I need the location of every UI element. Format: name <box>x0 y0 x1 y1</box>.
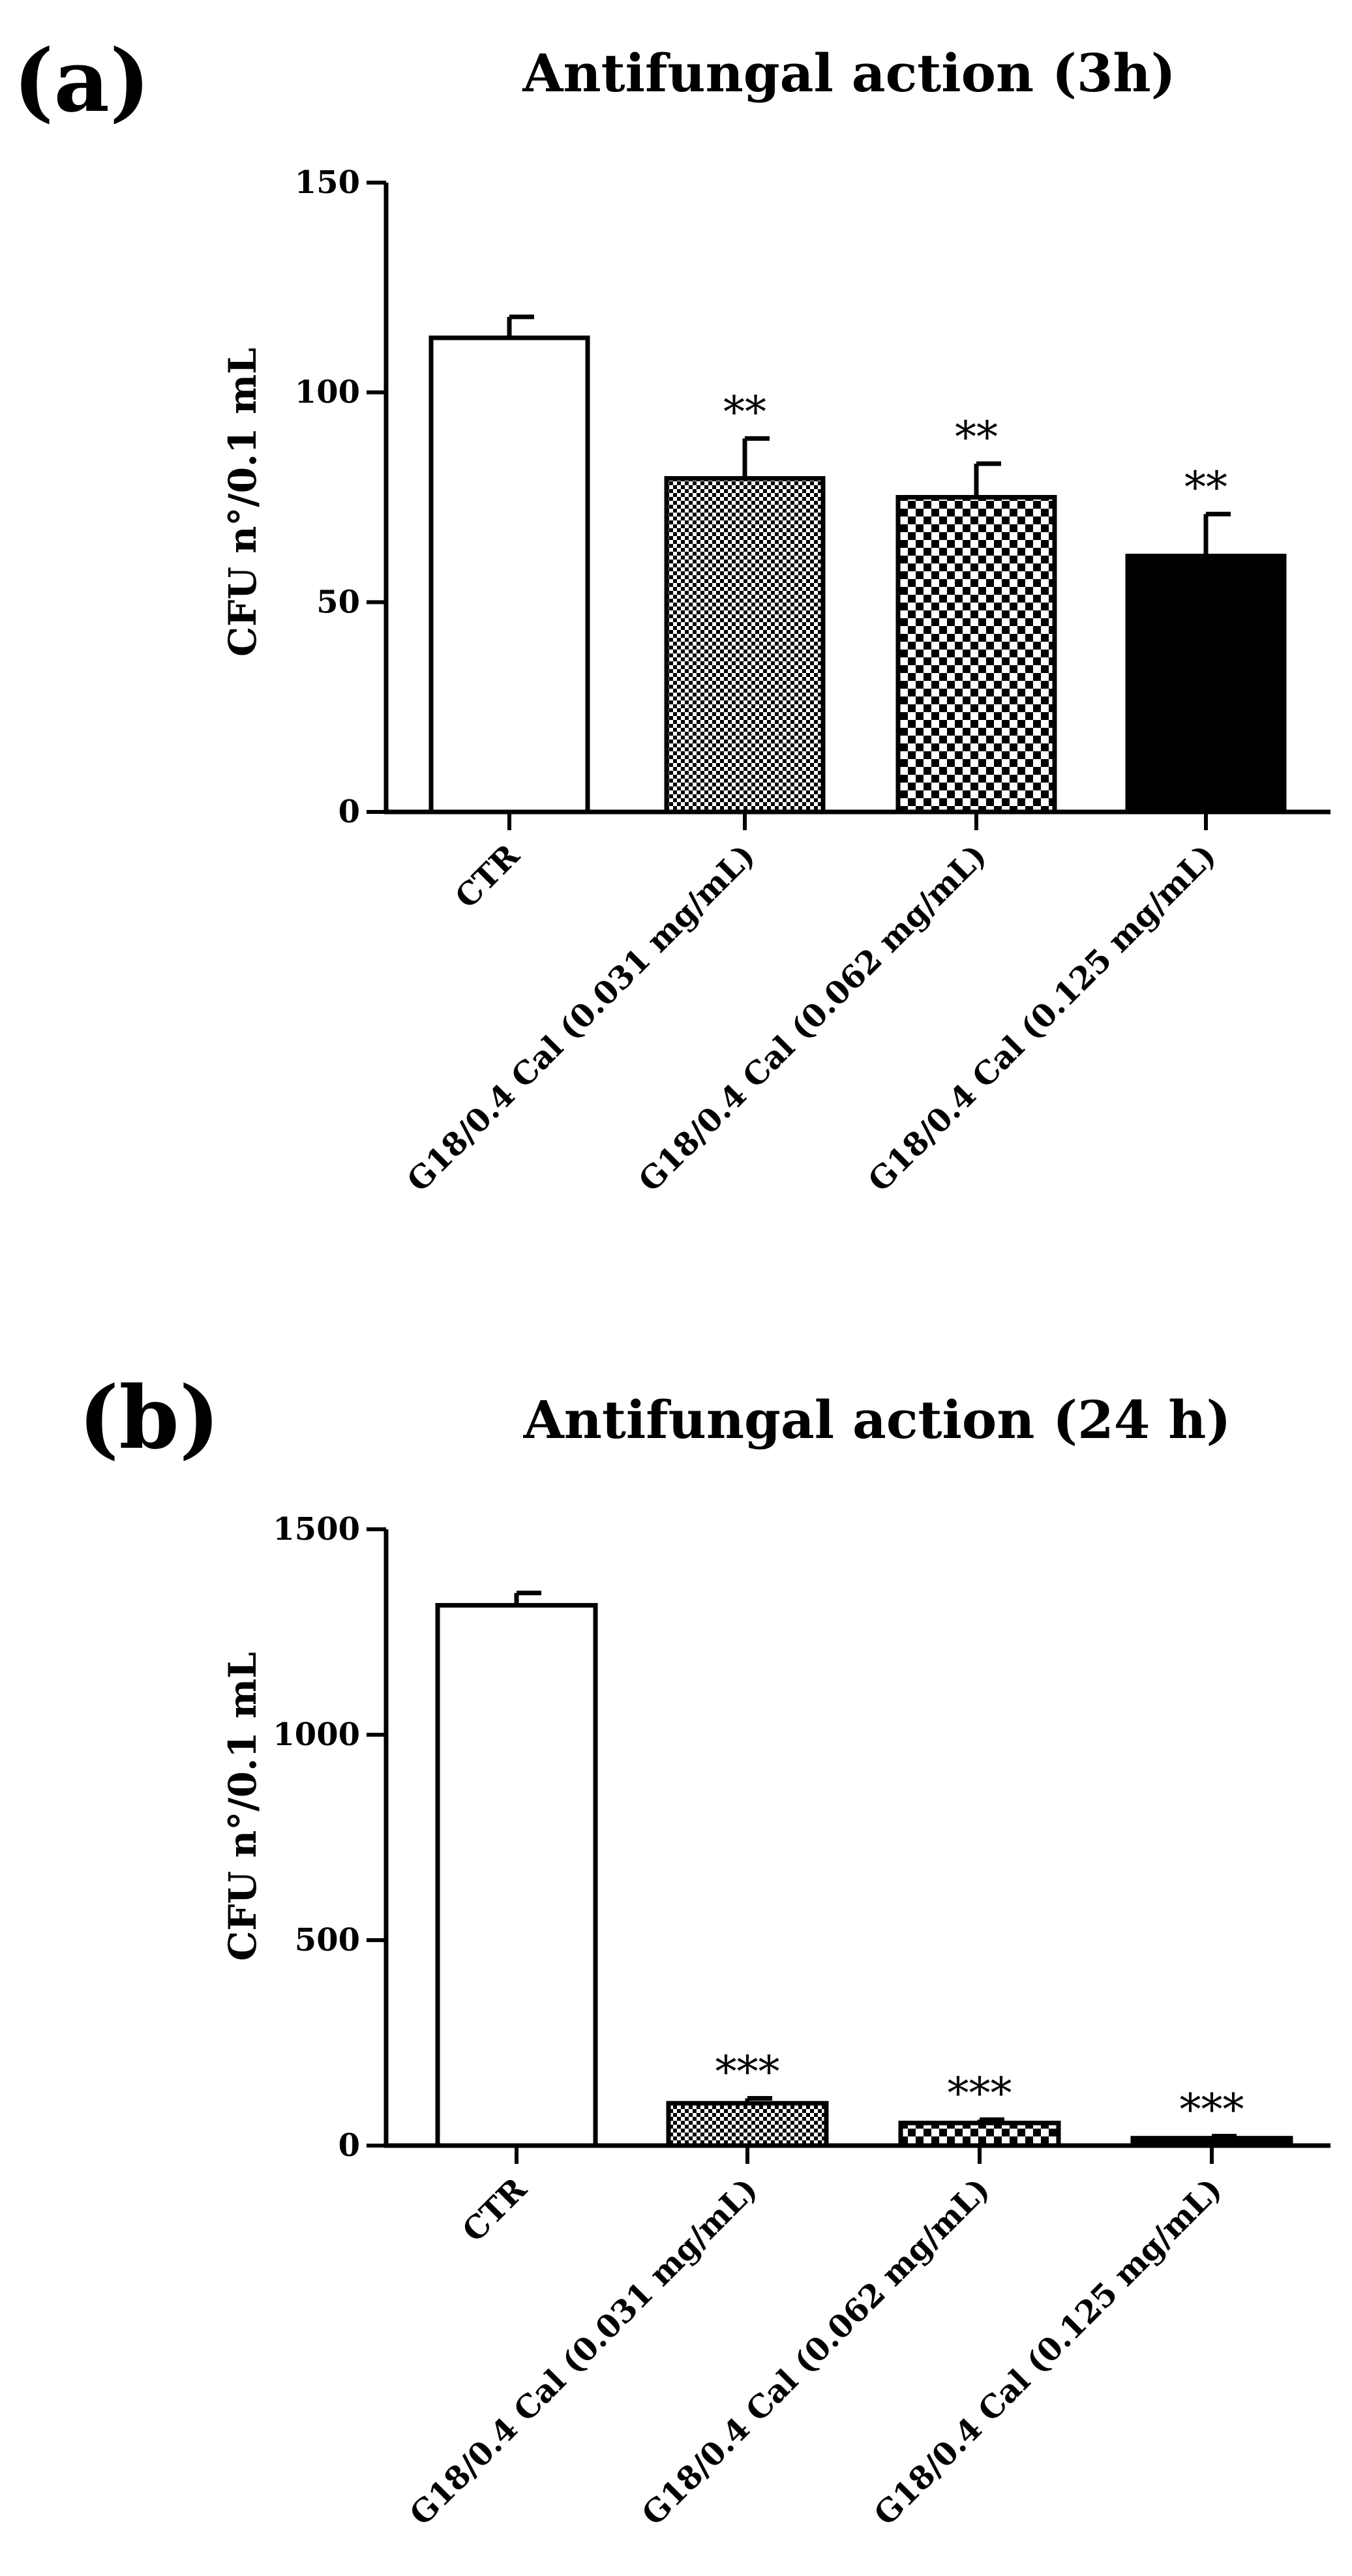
significance-labels: *** *** *** <box>715 2047 1244 2135</box>
error-bars <box>507 314 1231 556</box>
significance-label: *** <box>948 2068 1012 2118</box>
bar <box>666 2101 829 2148</box>
y-axis-label: CFU n°/0.1 mL <box>220 348 265 657</box>
significance-label: ** <box>1184 462 1227 513</box>
panel-label: (b) <box>78 1368 220 1469</box>
bar <box>664 476 826 815</box>
chart-panel-b: (b) Antifungal action (24 h) CFU n°/0.1 … <box>78 1368 1330 2533</box>
y-ticks: 0 500 1000 1500 <box>273 1511 386 2164</box>
y-ticks: 0 50 100 150 <box>295 164 386 830</box>
error-bars <box>514 1591 1237 2139</box>
bar <box>1125 554 1287 815</box>
bars <box>435 1603 1293 2148</box>
y-tick-label: 0 <box>338 2127 360 2164</box>
chart-panel-a: (a) Antifungal action (3h) CFU n°/0.1 mL… <box>13 31 1330 1199</box>
y-tick-label: 0 <box>338 794 360 830</box>
y-tick-label: 1500 <box>273 1511 360 1548</box>
y-axis-label: CFU n°/0.1 mL <box>220 1652 265 1961</box>
bar <box>1130 2136 1293 2148</box>
panel-label: (a) <box>13 31 150 132</box>
y-tick-label: 150 <box>295 164 360 201</box>
significance-label: ** <box>723 387 766 437</box>
bars <box>428 335 1287 815</box>
chart-title: Antifungal action (24 h) <box>523 1389 1231 1450</box>
significance-label: *** <box>715 2047 780 2097</box>
y-tick-label: 1000 <box>273 1716 360 1753</box>
significance-label: *** <box>1180 2085 1244 2135</box>
chart-title: Antifungal action (3h) <box>522 42 1175 104</box>
x-category-label: CTR <box>455 2170 534 2249</box>
bar <box>895 495 1057 815</box>
significance-labels: ** ** ** <box>723 387 1227 513</box>
bar <box>428 335 590 815</box>
y-tick-label: 500 <box>295 1922 360 1958</box>
bar <box>898 2120 1061 2148</box>
bar <box>435 1603 598 2148</box>
x-category-label: CTR <box>448 837 527 916</box>
significance-label: ** <box>955 412 998 462</box>
y-tick-label: 50 <box>316 584 360 620</box>
y-tick-label: 100 <box>295 374 360 411</box>
